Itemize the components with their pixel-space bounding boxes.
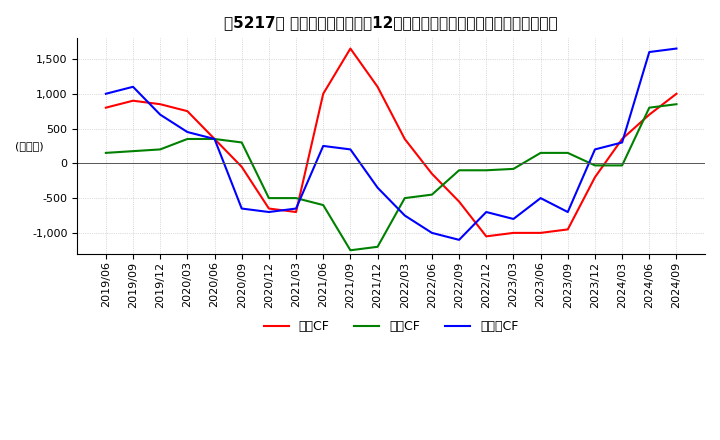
営業CF — [400, 136, 409, 142]
営業CF — [292, 209, 300, 215]
投資CF — [264, 195, 273, 201]
投資CF — [536, 150, 545, 155]
営業CF — [210, 136, 219, 142]
フリーCF — [400, 213, 409, 218]
投資CF — [183, 136, 192, 142]
Title: 【5217】 キャッシュフローの12か月移動合計の対前年同期増減額の推移: 【5217】 キャッシュフローの12か月移動合計の対前年同期増減額の推移 — [225, 15, 558, 30]
投資CF — [618, 163, 626, 168]
フリーCF — [292, 206, 300, 211]
営業CF — [129, 98, 138, 103]
投資CF — [102, 150, 110, 155]
営業CF — [618, 136, 626, 142]
フリーCF — [156, 112, 164, 117]
営業CF — [264, 206, 273, 211]
営業CF — [455, 199, 464, 204]
投資CF — [455, 168, 464, 173]
営業CF — [319, 91, 328, 96]
営業CF — [672, 91, 681, 96]
フリーCF — [428, 230, 436, 235]
営業CF — [373, 84, 382, 89]
投資CF — [509, 166, 518, 172]
営業CF — [645, 112, 654, 117]
フリーCF — [346, 147, 355, 152]
投資CF — [564, 150, 572, 155]
投資CF — [645, 105, 654, 110]
フリーCF — [645, 49, 654, 55]
フリーCF — [536, 195, 545, 201]
営業CF — [590, 175, 599, 180]
投資CF — [292, 195, 300, 201]
営業CF — [564, 227, 572, 232]
フリーCF — [319, 143, 328, 149]
営業CF — [536, 230, 545, 235]
投資CF — [400, 195, 409, 201]
営業CF — [183, 109, 192, 114]
フリーCF — [509, 216, 518, 222]
フリーCF — [264, 209, 273, 215]
投資CF — [129, 149, 138, 154]
Line: 投資CF: 投資CF — [106, 104, 677, 250]
営業CF — [102, 105, 110, 110]
営業CF — [428, 171, 436, 176]
投資CF — [319, 202, 328, 208]
フリーCF — [672, 46, 681, 51]
投資CF — [346, 248, 355, 253]
フリーCF — [455, 237, 464, 242]
営業CF — [238, 164, 246, 169]
フリーCF — [590, 147, 599, 152]
フリーCF — [564, 209, 572, 215]
営業CF — [482, 234, 490, 239]
フリーCF — [129, 84, 138, 89]
フリーCF — [183, 129, 192, 135]
投資CF — [590, 163, 599, 168]
フリーCF — [210, 136, 219, 142]
投資CF — [156, 147, 164, 152]
投資CF — [428, 192, 436, 197]
投資CF — [210, 136, 219, 142]
営業CF — [156, 102, 164, 107]
投資CF — [672, 102, 681, 107]
フリーCF — [102, 91, 110, 96]
投資CF — [238, 140, 246, 145]
フリーCF — [482, 209, 490, 215]
フリーCF — [373, 185, 382, 191]
Y-axis label: (百万円): (百万円) — [15, 141, 44, 151]
フリーCF — [618, 140, 626, 145]
Line: フリーCF: フリーCF — [106, 48, 677, 240]
Legend: 営業CF, 投資CF, フリーCF: 営業CF, 投資CF, フリーCF — [258, 315, 523, 338]
営業CF — [509, 230, 518, 235]
投資CF — [373, 244, 382, 249]
Line: 営業CF: 営業CF — [106, 48, 677, 236]
フリーCF — [238, 206, 246, 211]
投資CF — [482, 168, 490, 173]
営業CF — [346, 46, 355, 51]
